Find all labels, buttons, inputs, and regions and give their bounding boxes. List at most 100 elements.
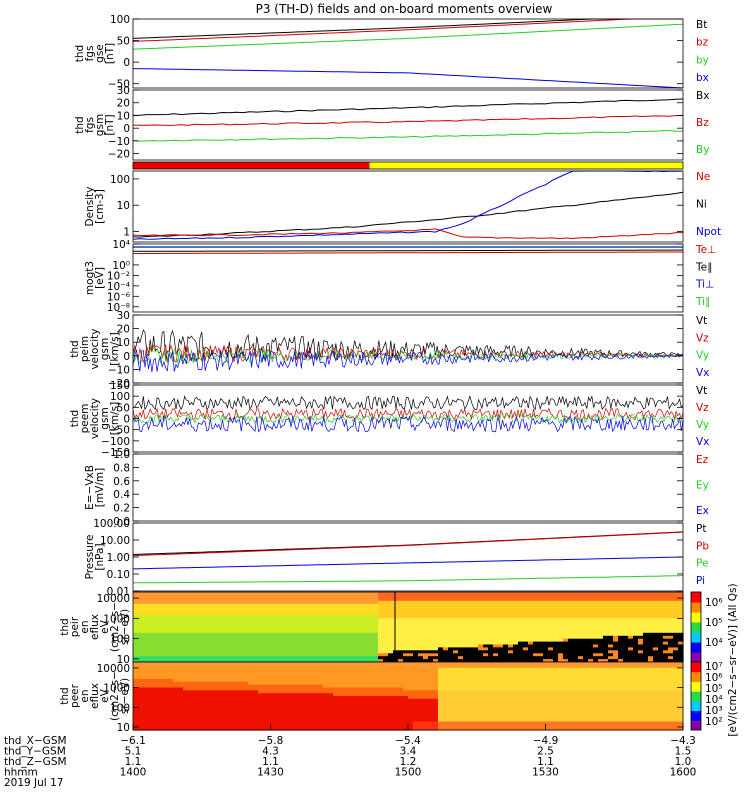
spectrogram-cell <box>618 621 624 625</box>
spectrogram-cell <box>398 641 404 646</box>
spectrogram-cell <box>673 638 679 643</box>
spectrogram-cell <box>628 650 634 654</box>
spectrogram-cell <box>518 673 524 677</box>
spectrogram-cell <box>543 687 549 691</box>
spectrogram-cell <box>148 600 154 605</box>
spectrogram-cell <box>443 670 449 674</box>
spectrogram-cell <box>498 707 504 711</box>
spectrogram-cell <box>608 597 614 602</box>
spectrogram-cell <box>353 690 359 694</box>
spectrogram-cell <box>418 684 424 689</box>
spectrogram-cell <box>513 609 519 613</box>
spectrogram-cell <box>518 609 524 613</box>
spectrogram-cell <box>543 621 549 625</box>
spectrogram-cell <box>188 713 194 717</box>
spectrogram-cell <box>238 718 244 723</box>
spectrogram-cell <box>398 718 404 723</box>
spectrogram-cell <box>283 641 289 646</box>
spectrogram-cell <box>503 612 509 616</box>
spectrogram-cell <box>413 659 419 663</box>
spectrogram-cell <box>158 659 164 663</box>
spectrogram-cell <box>208 597 214 602</box>
spectrogram-cell <box>553 710 559 714</box>
spectrogram-cell <box>563 698 569 703</box>
spectrogram-cell <box>318 696 324 700</box>
spectrogram-cell <box>243 667 249 672</box>
spectrogram-cell <box>303 701 309 706</box>
spectrogram-cell <box>468 609 474 613</box>
spectrogram-cell <box>208 687 214 691</box>
spectrogram-cell <box>288 653 294 657</box>
spectrogram-cell <box>378 647 384 651</box>
spectrogram-cell <box>403 707 409 711</box>
spectrogram-cell <box>308 718 314 723</box>
spectrogram-cell <box>433 621 439 625</box>
spectrogram-cell <box>633 624 639 628</box>
spectrogram-cell <box>223 600 229 605</box>
spectrogram-cell <box>243 592 249 596</box>
spectrogram-cell <box>408 710 414 714</box>
spectrogram-cell <box>513 710 519 714</box>
spectrogram-cell <box>398 670 404 674</box>
spectrogram-cell <box>558 659 564 663</box>
spectrogram-cell <box>238 684 244 689</box>
spectrogram-cell <box>288 724 294 728</box>
spectrogram-cell <box>398 618 404 622</box>
spectrogram-cell <box>288 638 294 643</box>
spectrogram-cell <box>353 681 359 686</box>
spectrogram-cell <box>168 710 174 714</box>
spectrogram-cell <box>613 656 619 660</box>
spectrogram-cell <box>443 612 449 616</box>
spectrogram-cell <box>598 606 604 611</box>
spectrogram-cell <box>388 621 394 625</box>
spectrogram-cell <box>488 724 494 728</box>
spectrogram-cell <box>513 698 519 703</box>
spectrogram-cell <box>433 653 439 657</box>
spectrogram-cell <box>363 612 369 616</box>
spectrogram-cell <box>508 624 514 628</box>
spectrogram-cell <box>288 659 294 663</box>
spectrogram-cell <box>343 662 349 666</box>
spectrogram-cell <box>263 597 269 602</box>
spectrogram-cell <box>623 635 629 640</box>
spectrogram-cell <box>543 713 549 717</box>
spectrogram-cell <box>253 629 259 634</box>
spectrogram-cell <box>523 698 529 703</box>
spectrogram-cell <box>138 624 144 628</box>
spectrogram-cell <box>628 627 634 631</box>
spectrogram-cell <box>428 690 434 694</box>
spectrogram-cell <box>238 667 244 672</box>
spectrogram-cell <box>298 641 304 646</box>
spectrogram-cell <box>513 597 519 602</box>
spectrogram-cell <box>418 621 424 625</box>
spectrogram-cell <box>583 627 589 631</box>
spectrogram-cell <box>448 696 454 700</box>
spectrogram-cell <box>573 603 579 608</box>
spectrogram-cell <box>398 707 404 711</box>
spectrogram-cell <box>483 597 489 602</box>
spectrogram-cell <box>563 693 569 697</box>
spectrogram-cell <box>483 635 489 640</box>
spectrogram-cell <box>273 673 279 677</box>
spectrogram-cell <box>298 673 304 677</box>
spectrogram-cell <box>398 615 404 619</box>
spectrogram-cell <box>513 696 519 700</box>
spectrogram-cell <box>543 656 549 660</box>
spectrogram-cell <box>448 603 454 608</box>
spectrogram-cell <box>268 676 274 680</box>
spectrogram-cell <box>678 632 684 637</box>
y-axis-label: en <box>79 620 91 633</box>
panel-frame <box>132 170 684 243</box>
series-bx <box>132 68 684 89</box>
spectrogram-cell <box>198 632 204 637</box>
spectrogram-cell <box>558 597 564 602</box>
spectrogram-cell <box>158 673 164 677</box>
spectrogram-cell <box>278 679 284 683</box>
spectrogram-cell <box>133 597 139 602</box>
spectrogram-cell <box>433 600 439 605</box>
spectrogram-cell <box>268 600 274 605</box>
spectrogram-cell <box>408 698 414 703</box>
spectrogram-cell <box>338 676 344 680</box>
spectrogram-cell <box>528 701 534 706</box>
spectrogram-cell <box>378 721 384 725</box>
